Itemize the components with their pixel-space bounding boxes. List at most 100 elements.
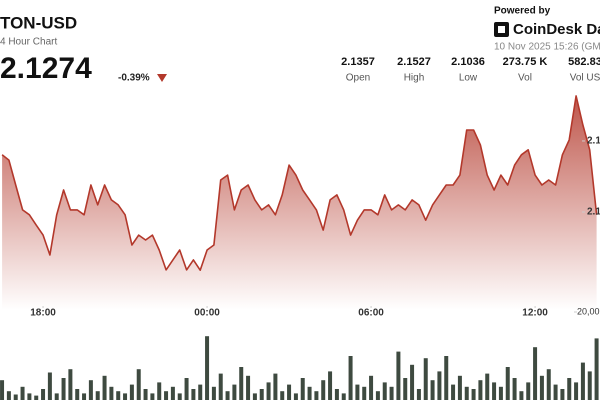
price-line (1, 95, 598, 271)
volume-bar (430, 380, 435, 400)
volume-bar (157, 382, 162, 400)
brand-logo-inner (498, 26, 505, 33)
volume-bar (416, 389, 421, 400)
volume-bar (321, 380, 326, 400)
volume-bar (560, 389, 565, 400)
volume-bar (252, 393, 257, 400)
volume-bar (88, 380, 93, 400)
volume-bar (54, 393, 59, 400)
volume-bar (205, 336, 210, 400)
y-tick-label: 2.1 (587, 136, 600, 147)
volume-bar (348, 356, 353, 400)
volume-bar (471, 389, 476, 400)
volume-bar (457, 375, 462, 400)
volume-bar (95, 391, 100, 400)
volume-bar (369, 375, 374, 400)
volume-bar (232, 384, 237, 400)
volume-bar (225, 391, 230, 400)
chart-subtitle: 4 Hour Chart (0, 37, 57, 48)
volume-bar (382, 382, 387, 400)
volume-bar (437, 371, 442, 400)
x-tick-label: 00:00 (194, 308, 220, 319)
volume-bar (164, 391, 169, 400)
volume-bar (594, 338, 599, 400)
pair-title: TON-USD (0, 13, 77, 32)
volume-bar (170, 386, 175, 400)
volume-bar (403, 378, 408, 400)
brand-name: CoinDesk Dat (513, 21, 600, 38)
volume-bar (546, 369, 551, 400)
volume-bar (410, 364, 415, 400)
volume-bar (396, 351, 401, 400)
volume-bar (68, 369, 73, 400)
volume-bar (492, 382, 497, 400)
timestamp: 10 Nov 2025 15:26 (GM (494, 42, 600, 53)
stat-value: 2.1357 (341, 56, 375, 68)
volume-bar (143, 389, 148, 400)
stat-value: 582.83 (568, 56, 600, 68)
volume-bar (191, 389, 196, 400)
powered-by: Powered by (494, 6, 551, 17)
volume-bar (375, 391, 380, 400)
volume-bar (334, 389, 339, 400)
volume-bar (6, 391, 11, 400)
volume-bar (539, 375, 544, 400)
volume-bar (27, 393, 32, 400)
price-area (2, 95, 597, 311)
stat-value: 2.1036 (451, 56, 485, 68)
volume-bar (287, 384, 292, 400)
volume-bar (328, 371, 333, 400)
x-tick-label: 18:00 (30, 308, 56, 319)
volume-bar (519, 391, 524, 400)
y2-tick-label: 20,00 (577, 306, 600, 316)
volume-bar (478, 380, 483, 400)
volume-bar (273, 373, 278, 400)
volume-bar (574, 382, 579, 400)
volume-bar (246, 375, 251, 400)
volume-bar (211, 386, 216, 400)
volume-bar (587, 371, 592, 400)
volume-bar (526, 382, 531, 400)
volume-bar (0, 380, 5, 400)
price-change: -0.39% (118, 73, 150, 84)
volume-bar (280, 391, 285, 400)
stat-label: Low (459, 73, 478, 84)
volume-bar (423, 358, 428, 400)
volume-bar (198, 384, 203, 400)
volume-bar (109, 386, 114, 400)
volume-bar (116, 391, 121, 400)
x-tick-label: 12:00 (522, 308, 548, 319)
stat-label: Open (346, 73, 370, 84)
volume-bar (498, 386, 503, 400)
volume-bar (61, 378, 66, 400)
volume-bar (259, 389, 264, 400)
volume-bar (150, 393, 155, 400)
volume-bar (533, 347, 538, 400)
volume-bar (34, 395, 39, 400)
volume-bar (239, 367, 244, 400)
stat-label: Vol (518, 73, 532, 84)
volume-bar (451, 384, 456, 400)
y-tick-label: 2.1 (587, 207, 600, 218)
volume-bar (41, 389, 46, 400)
stat-value: 2.1527 (397, 56, 431, 68)
volume-bar (293, 393, 298, 400)
volume-bar (485, 373, 490, 400)
volume-bar (314, 391, 319, 400)
volume-bar (177, 393, 182, 400)
volume-bar (266, 382, 271, 400)
volume-bar (102, 375, 107, 400)
volume-bar (218, 373, 223, 400)
volume-bar (20, 386, 25, 400)
volume-bar (341, 393, 346, 400)
volume-bar (129, 384, 134, 400)
volume-bar (123, 393, 128, 400)
price: 2.1274 (0, 52, 92, 85)
volume-bar (355, 384, 360, 400)
volume-bar (82, 393, 87, 400)
volume-bar (300, 378, 305, 400)
down-arrow (157, 74, 167, 82)
volume-bar (75, 389, 80, 400)
volume-bar (362, 386, 367, 400)
